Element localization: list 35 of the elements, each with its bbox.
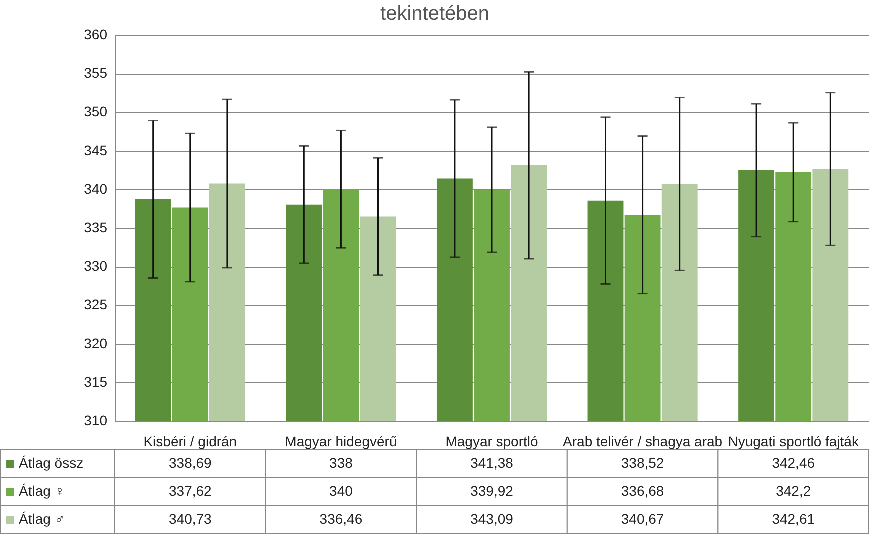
data-label: 340,67: [621, 511, 664, 527]
y-tick-label: 350: [84, 104, 108, 120]
y-tick-label: 330: [84, 258, 108, 274]
legend-label: Átlag ♀: [19, 483, 66, 499]
data-label: 336,68: [621, 483, 664, 499]
data-label: 343,09: [470, 511, 514, 527]
data-label: 339,92: [470, 483, 514, 499]
data-label: 338,52: [621, 455, 664, 471]
y-tick-label: 355: [84, 65, 108, 82]
y-tick-label: 335: [84, 220, 108, 236]
data-label: 340,73: [168, 511, 212, 527]
y-tick-label: 315: [84, 374, 108, 390]
data-label: 342,61: [772, 511, 816, 527]
chart-title: tekintetében: [380, 3, 490, 25]
y-tick-label: 320: [84, 335, 108, 352]
data-label: 342,46: [772, 455, 816, 471]
y-tick-label: 345: [84, 142, 108, 158]
data-label: 341,38: [470, 455, 514, 471]
x-tick-label: Magyar hidegvérű: [285, 434, 398, 450]
y-tick-label: 360: [84, 26, 108, 42]
x-tick-label: Magyar sportló: [446, 434, 539, 450]
x-tick-label: Arab telivér / shagya arab: [563, 434, 723, 450]
y-tick-label: 340: [84, 180, 108, 197]
y-tick-label: 325: [84, 296, 108, 313]
data-label: 342,2: [776, 483, 812, 499]
x-tick-label: Nyugati sportló fajták: [728, 434, 860, 450]
x-tick-label: Kisbéri / gidrán: [144, 434, 238, 450]
y-tick-label: 310: [84, 412, 108, 428]
data-label: 340: [330, 483, 354, 499]
legend-label: Átlag ♂: [19, 511, 66, 527]
data-label: 338,69: [168, 455, 212, 471]
data-label: 338: [330, 455, 354, 471]
legend-label: Átlag össz: [19, 455, 84, 471]
data-label: 337,62: [168, 483, 212, 499]
data-label: 336,46: [320, 511, 363, 527]
